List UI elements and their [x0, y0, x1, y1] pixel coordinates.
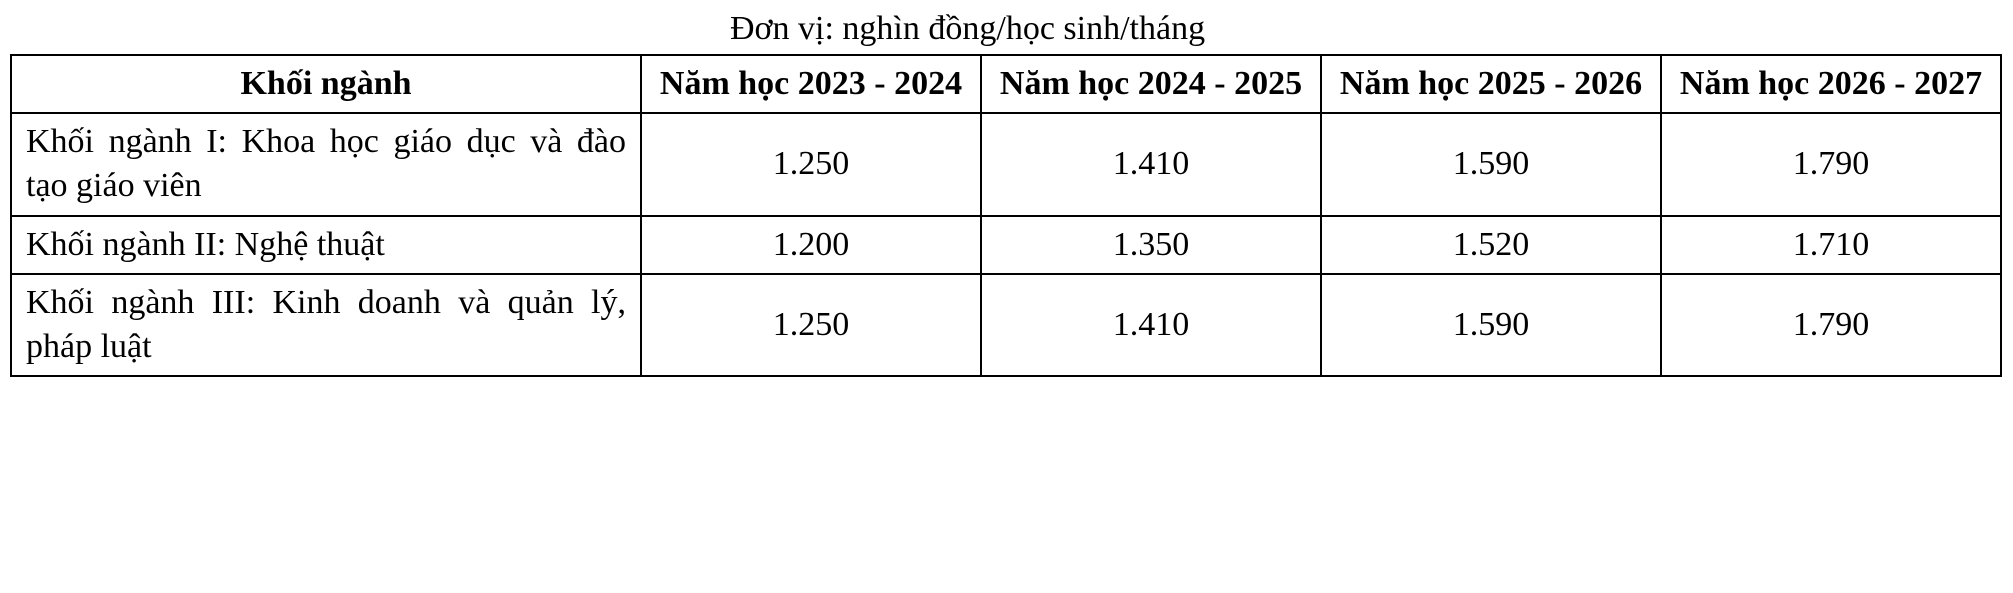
cell-value: 1.790 [1661, 274, 2001, 376]
unit-caption: Đơn vị: nghìn đồng/học sinh/tháng [10, 10, 2003, 48]
table-row: Khối ngành II: Nghệ thuật 1.200 1.350 1.… [11, 216, 2001, 274]
cell-value: 1.410 [981, 274, 1321, 376]
table-row: Khối ngành III: Kinh doanh và quản lý, p… [11, 274, 2001, 376]
table-header-row: Khối ngành Năm học 2023 - 2024 Năm học 2… [11, 55, 2001, 113]
col-header-year-2024-2025: Năm học 2024 - 2025 [981, 55, 1321, 113]
table-row: Khối ngành I: Khoa học giáo dục và đào t… [11, 113, 2001, 215]
cell-value: 1.590 [1321, 113, 1661, 215]
cell-value: 1.250 [641, 274, 981, 376]
cell-value: 1.520 [1321, 216, 1661, 274]
row-label: Khối ngành I: Khoa học giáo dục và đào t… [11, 113, 641, 215]
col-header-year-2025-2026: Năm học 2025 - 2026 [1321, 55, 1661, 113]
row-label: Khối ngành III: Kinh doanh và quản lý, p… [11, 274, 641, 376]
col-header-year-2023-2024: Năm học 2023 - 2024 [641, 55, 981, 113]
cell-value: 1.200 [641, 216, 981, 274]
cell-value: 1.790 [1661, 113, 2001, 215]
cell-value: 1.590 [1321, 274, 1661, 376]
col-header-year-2026-2027: Năm học 2026 - 2027 [1661, 55, 2001, 113]
cell-value: 1.410 [981, 113, 1321, 215]
row-label: Khối ngành II: Nghệ thuật [11, 216, 641, 274]
cell-value: 1.250 [641, 113, 981, 215]
col-header-major: Khối ngành [11, 55, 641, 113]
tuition-table: Khối ngành Năm học 2023 - 2024 Năm học 2… [10, 54, 2002, 377]
cell-value: 1.350 [981, 216, 1321, 274]
cell-value: 1.710 [1661, 216, 2001, 274]
